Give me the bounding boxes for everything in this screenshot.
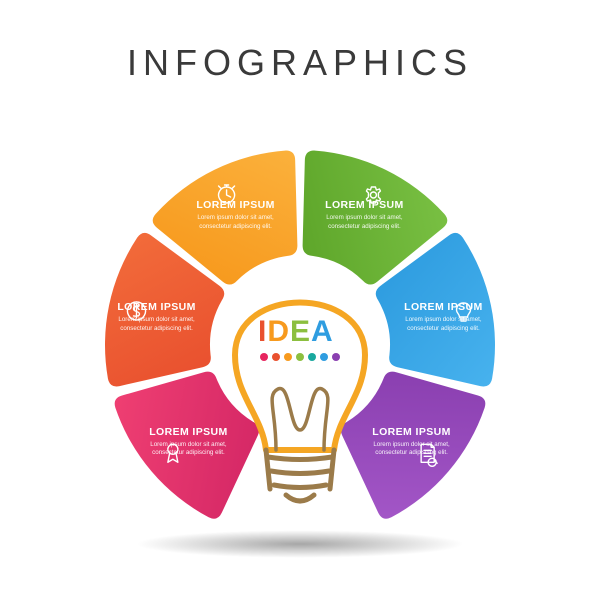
segment-0 [115,372,259,519]
infographic-stage: INFOGRAPHICS LOREM IPSUMLorem ipsum dolo… [0,0,600,600]
center-dots [260,353,340,361]
center-word: IDEA [258,315,334,349]
infographic-svg [0,0,600,600]
segment-5 [341,372,485,519]
